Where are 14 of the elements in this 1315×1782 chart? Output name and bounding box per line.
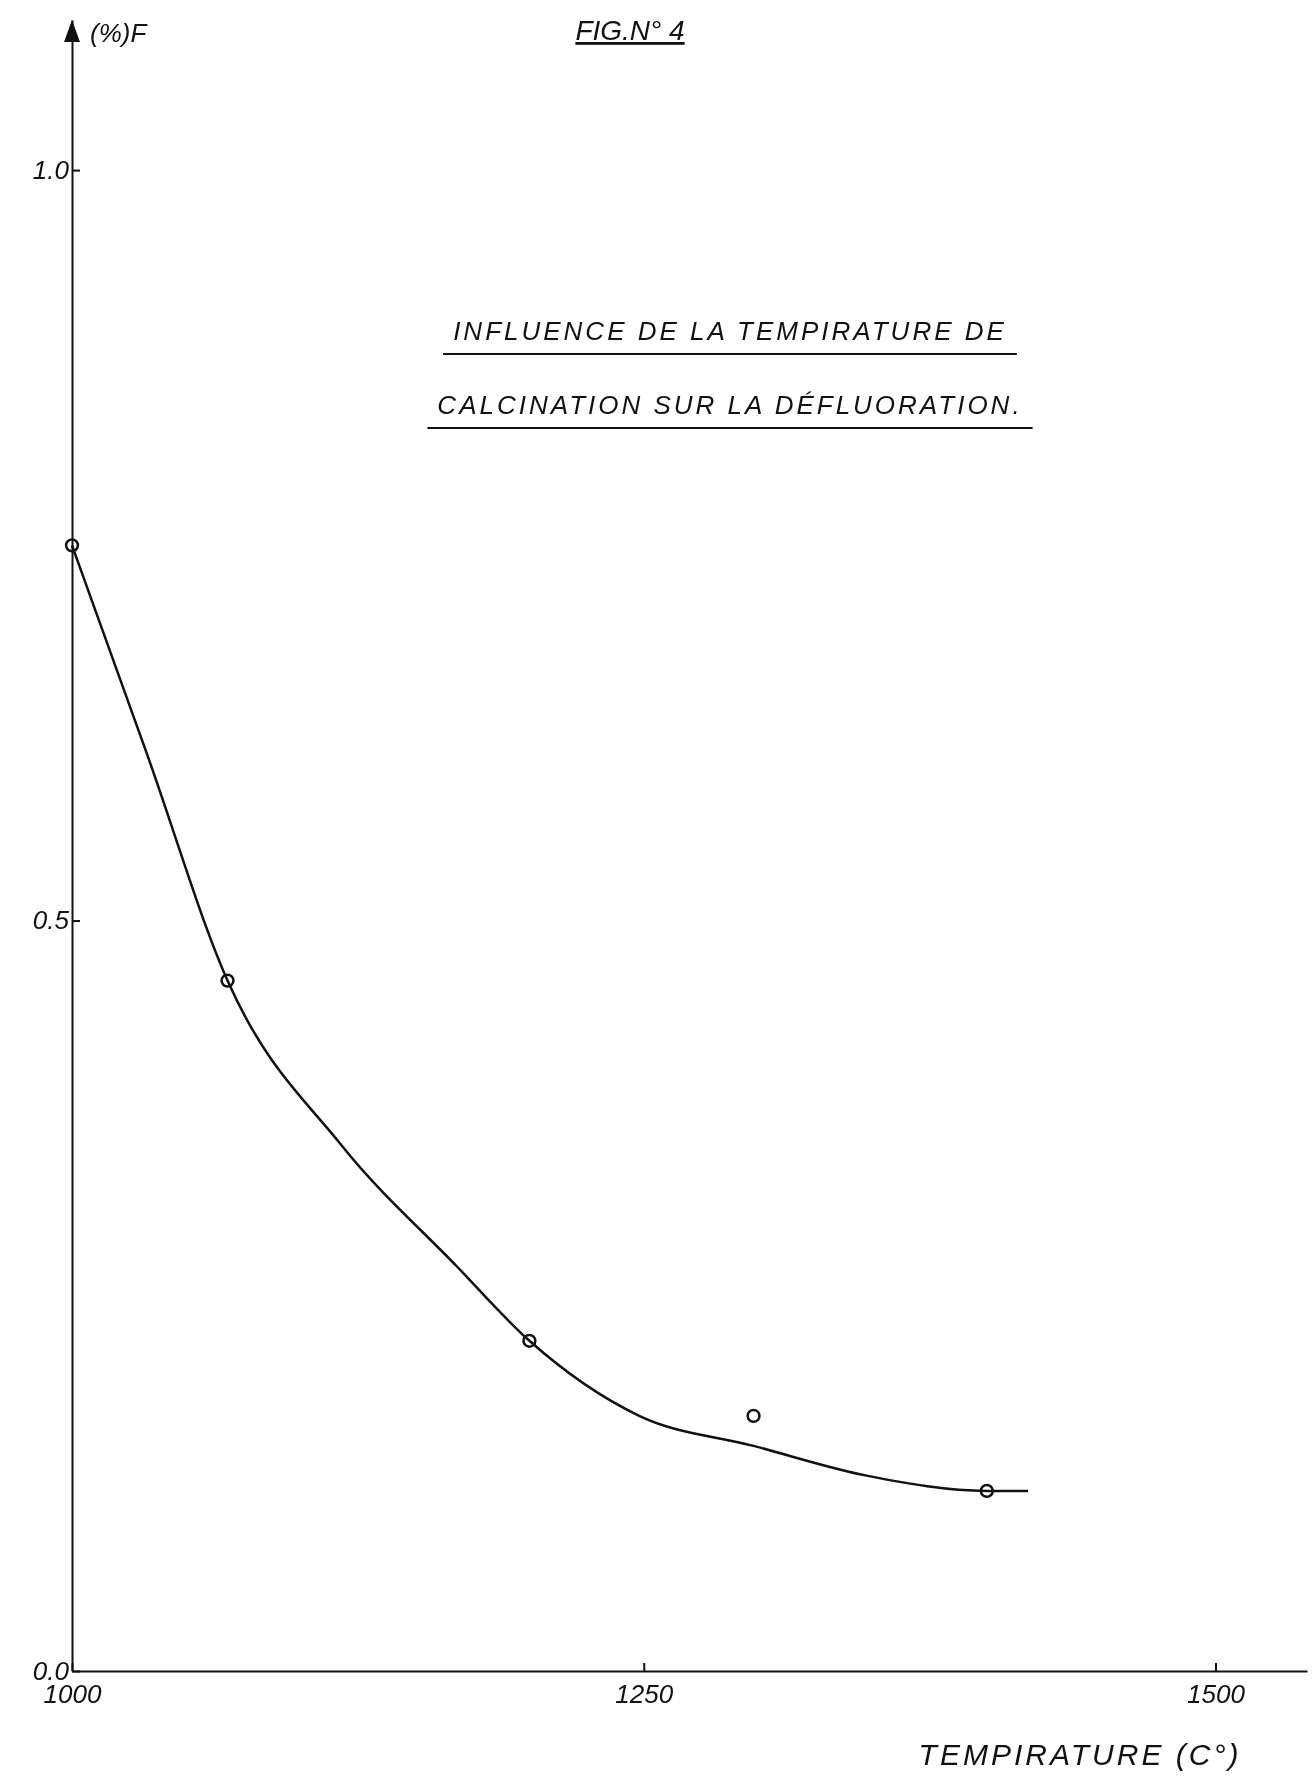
point (746, 1408, 761, 1423)
y-axis-title: (%)F (90, 18, 149, 48)
point (979, 1483, 994, 1499)
point (220, 973, 235, 988)
point (522, 1333, 537, 1348)
y-tick-label: 1.0 (32, 154, 70, 185)
x-tick-label: 1500 (1187, 1678, 1246, 1709)
x-tick-label: 1250 (615, 1678, 674, 1709)
point (64, 538, 80, 553)
y-tick-label: 0.5 (32, 905, 70, 936)
y-tick-label: 0.0 (32, 1655, 70, 1686)
text: INFLUENCE DE LA TEMPIRATURE DE CALCINATION SUR LA DÉFLUORATION. (437, 316, 1023, 420)
chart-title: FIG.N° 4 (575, 15, 685, 46)
x-axis-title: TEMPIRATURE (C°) (918, 1738, 1242, 1771)
